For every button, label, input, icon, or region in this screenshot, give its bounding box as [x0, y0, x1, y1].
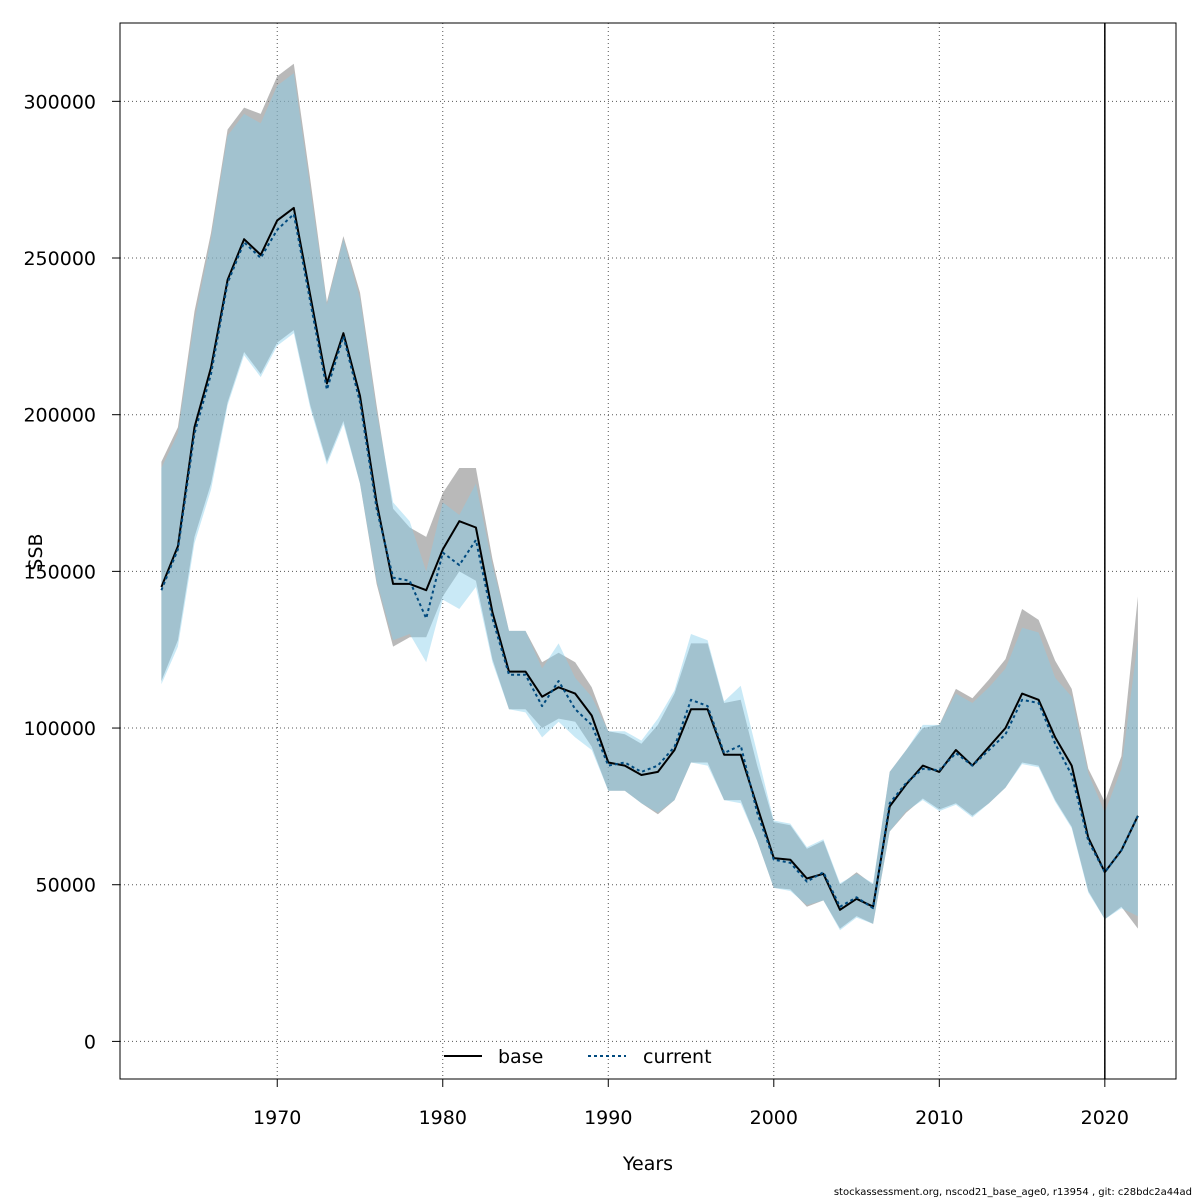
x-tick-label: 2000 — [750, 1107, 798, 1129]
legend-label-current: current — [643, 1046, 712, 1068]
x-tick-label: 1980 — [419, 1107, 467, 1129]
y-tick-label: 300000 — [23, 91, 96, 113]
series-lines — [160, 206, 1139, 911]
y-tick-label: 150000 — [23, 561, 96, 583]
plot-frame — [119, 22, 1177, 1080]
y-tick-label: 0 — [84, 1031, 96, 1053]
y-tick-label: 100000 — [23, 718, 96, 740]
band-current — [161, 73, 1138, 931]
legend-label-base: base — [498, 1046, 543, 1068]
x-tick-label: 1970 — [253, 1107, 301, 1129]
x-axis: 1970 1980 1990 2000 2010 2020 — [253, 1079, 1129, 1129]
y-axis-title: SSB — [25, 533, 47, 570]
line-current — [160, 213, 1139, 910]
y-tick-label: 50000 — [36, 875, 96, 897]
x-axis-title: Years — [622, 1153, 673, 1175]
band-base — [161, 63, 1138, 929]
y-axis: 0 50000 100000 150000 200000 250000 300000 — [23, 91, 120, 1053]
legend: base current — [444, 1046, 712, 1068]
footnote: stockassessment.org, nscod21_base_age0, … — [833, 1187, 1192, 1198]
confidence-bands — [161, 63, 1138, 931]
x-tick-label: 1990 — [584, 1107, 632, 1129]
y-tick-label: 200000 — [23, 405, 96, 427]
x-tick-label: 2010 — [915, 1107, 963, 1129]
y-tick-label: 250000 — [23, 248, 96, 270]
x-tick-label: 2020 — [1081, 1107, 1129, 1129]
